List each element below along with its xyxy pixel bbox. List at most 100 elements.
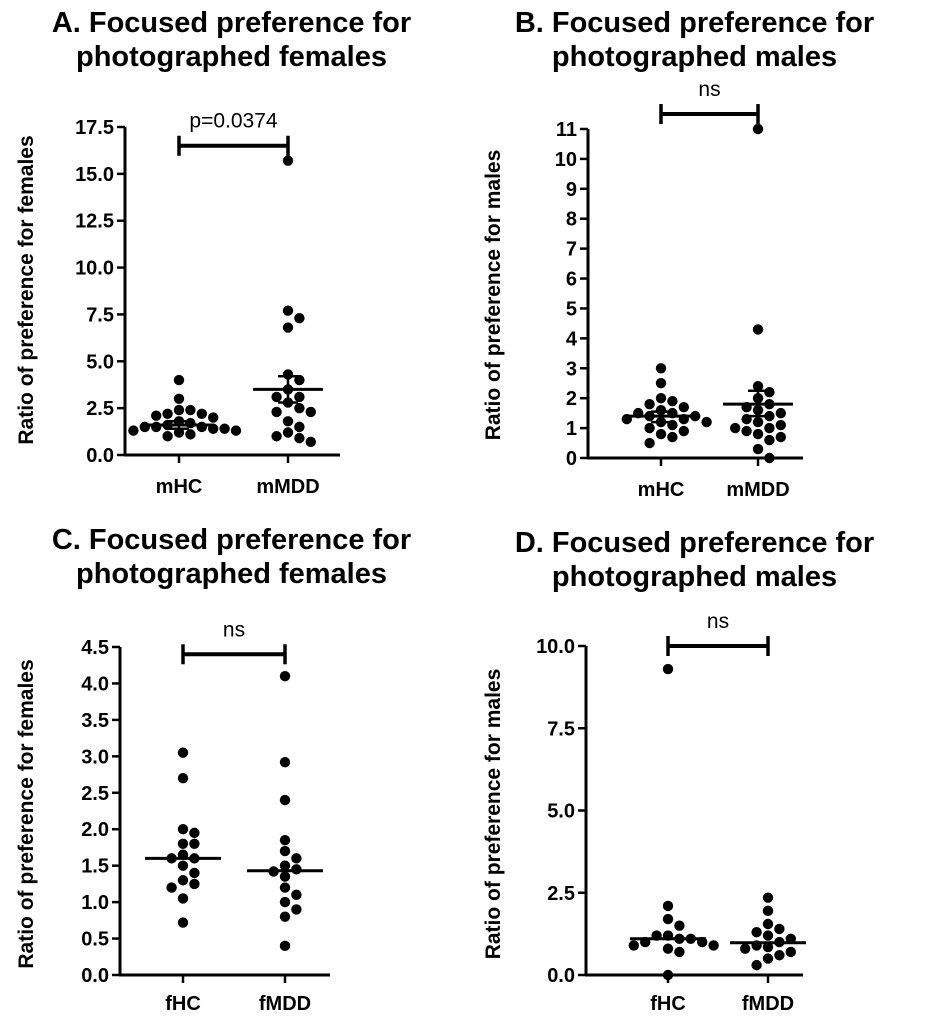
y-tick-label: 10 bbox=[555, 149, 577, 171]
data-point bbox=[701, 416, 712, 428]
data-point bbox=[762, 930, 774, 941]
panel-b-title: B. Focused preference for photographed m… bbox=[463, 6, 926, 74]
data-point bbox=[294, 312, 305, 324]
data-point bbox=[762, 892, 774, 903]
data-point bbox=[271, 431, 282, 442]
panel-a-title-line1: A. Focused preference for bbox=[51, 7, 412, 39]
data-point bbox=[662, 969, 674, 981]
data-point bbox=[305, 406, 316, 418]
panel-d: D. Focused preference for photographed m… bbox=[463, 509, 926, 1018]
data-point bbox=[173, 374, 185, 386]
panel-b: B. Focused preference for photographed m… bbox=[463, 0, 926, 509]
y-tick-label: 2.5 bbox=[81, 783, 109, 805]
data-point bbox=[139, 421, 150, 433]
data-point bbox=[189, 867, 200, 879]
y-tick-label: 5.0 bbox=[547, 801, 575, 823]
data-point bbox=[775, 431, 786, 443]
x-category-label: mHC bbox=[156, 476, 203, 498]
panel-a: A. Focused preference for photographed f… bbox=[0, 0, 463, 509]
data-point bbox=[282, 322, 294, 333]
data-point bbox=[282, 305, 294, 316]
y-tick-label: 0.5 bbox=[81, 929, 109, 951]
panel-b-chart: 0 1 2 3 4 5 6 7 8 9 10 11 mHC mMDD Ratio of preference… bbox=[482, 78, 803, 501]
y-tick-label: 3.0 bbox=[81, 746, 109, 768]
data-point bbox=[185, 417, 196, 429]
significance-label: ns bbox=[223, 618, 245, 641]
x-category-label: fHC bbox=[165, 993, 201, 1015]
data-point bbox=[196, 408, 207, 419]
panel-c: C. Focused preference for photographed f… bbox=[0, 509, 463, 1018]
y-tick-label: 2.0 bbox=[81, 819, 109, 841]
data-point bbox=[279, 670, 291, 682]
data-point bbox=[282, 416, 294, 427]
panel-b-title-line1: B. Focused preference for bbox=[514, 7, 875, 39]
data-point bbox=[177, 893, 189, 904]
data-point bbox=[208, 412, 219, 423]
data-point bbox=[279, 871, 291, 882]
data-point bbox=[230, 425, 242, 436]
data-point bbox=[279, 794, 291, 806]
data-point bbox=[177, 917, 189, 928]
y-tick-label: 2 bbox=[566, 388, 577, 410]
significance-label: ns bbox=[698, 78, 720, 101]
data-point bbox=[752, 324, 764, 335]
data-point bbox=[762, 905, 774, 917]
x-category-label: fMDD bbox=[259, 993, 311, 1015]
significance-label: ns bbox=[707, 610, 729, 633]
data-point bbox=[291, 889, 302, 901]
data-point bbox=[271, 391, 282, 403]
panel-d-title-line2: photographed males bbox=[551, 561, 838, 593]
x-category-label: mHC bbox=[638, 479, 685, 501]
panel-c-title-line1: C. Focused preference for bbox=[51, 524, 412, 556]
data-point bbox=[294, 391, 305, 403]
data-point bbox=[294, 432, 305, 444]
data-point bbox=[279, 896, 291, 908]
data-point bbox=[655, 392, 667, 404]
data-point bbox=[751, 927, 762, 938]
data-point bbox=[644, 398, 655, 410]
y-tick-label: 17.5 bbox=[75, 117, 114, 139]
y-tick-label: 10.0 bbox=[536, 636, 575, 658]
y-tick-label: 10.0 bbox=[75, 258, 114, 280]
data-point bbox=[196, 421, 207, 433]
data-point bbox=[282, 427, 294, 438]
y-tick-label: 3 bbox=[566, 358, 577, 380]
y-tick-label: 7 bbox=[566, 239, 577, 261]
data-point bbox=[678, 425, 689, 437]
y-tick-label: 0 bbox=[566, 448, 577, 470]
data-point bbox=[173, 404, 185, 416]
data-point bbox=[162, 431, 173, 442]
data-point bbox=[279, 860, 291, 871]
data-point bbox=[305, 436, 316, 448]
data-point bbox=[189, 838, 200, 849]
data-point bbox=[764, 434, 775, 446]
data-point bbox=[775, 419, 786, 431]
data-point bbox=[751, 959, 762, 971]
data-point bbox=[173, 393, 185, 404]
data-point bbox=[762, 953, 774, 964]
data-point bbox=[655, 363, 667, 374]
data-point bbox=[662, 943, 674, 954]
x-category-label: fMDD bbox=[742, 993, 794, 1015]
data-point bbox=[678, 401, 689, 413]
y-tick-label: 2.5 bbox=[86, 398, 114, 420]
data-point bbox=[279, 834, 291, 846]
y-tick-label: 2.5 bbox=[547, 883, 575, 905]
data-point bbox=[189, 878, 200, 890]
data-point bbox=[279, 756, 291, 768]
data-point bbox=[151, 421, 162, 433]
x-category-label: fHC bbox=[650, 993, 686, 1015]
y-tick-label: 4 bbox=[566, 328, 578, 350]
data-point bbox=[177, 747, 189, 758]
y-tick-label: 0.0 bbox=[547, 965, 575, 987]
y-axis-title: Ratio of preference for males bbox=[482, 150, 505, 441]
x-category-label: mMDD bbox=[256, 476, 319, 498]
data-point bbox=[279, 882, 291, 893]
y-tick-label: 5.0 bbox=[86, 351, 114, 373]
y-tick-label: 1.5 bbox=[81, 856, 109, 878]
data-point bbox=[764, 410, 775, 422]
data-point bbox=[662, 663, 674, 675]
data-point bbox=[291, 853, 302, 864]
panel-d-title-line1: D. Focused preference for bbox=[514, 527, 875, 559]
y-tick-label: 6 bbox=[566, 269, 577, 291]
